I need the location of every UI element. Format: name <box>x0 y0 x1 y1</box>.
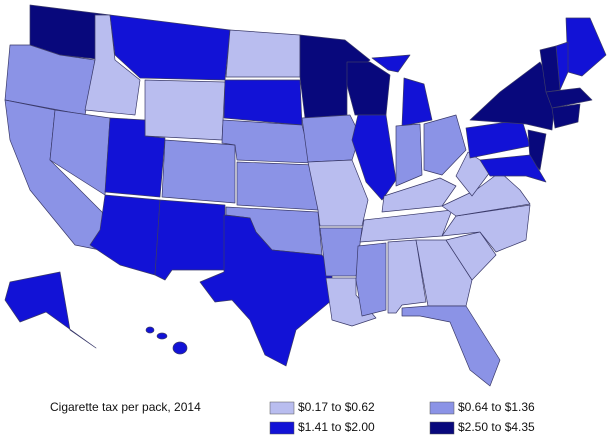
legend-swatch <box>429 401 455 415</box>
state <box>199 214 333 367</box>
state <box>29 4 111 61</box>
state <box>355 242 387 317</box>
state <box>236 161 319 211</box>
state <box>401 305 501 387</box>
state <box>395 123 423 187</box>
state <box>225 29 301 78</box>
state <box>172 341 188 355</box>
state <box>445 231 497 281</box>
state <box>381 177 457 213</box>
state <box>371 54 411 73</box>
legend-swatch <box>269 401 295 415</box>
state <box>359 209 453 243</box>
state <box>154 199 226 281</box>
state <box>319 227 363 277</box>
legend-label: $0.64 to $1.36 <box>458 400 535 414</box>
state <box>423 114 467 176</box>
legend-swatch <box>429 421 455 435</box>
state <box>145 326 155 334</box>
legend-swatch <box>269 421 295 435</box>
state <box>545 87 593 109</box>
state <box>465 119 531 159</box>
state <box>299 34 371 119</box>
state <box>307 159 369 227</box>
state <box>565 17 607 77</box>
state <box>104 117 166 198</box>
state <box>4 271 97 349</box>
state <box>221 119 313 164</box>
state <box>346 61 391 116</box>
state <box>551 103 581 129</box>
state-map <box>4 4 607 387</box>
state <box>223 79 303 126</box>
state <box>479 154 547 183</box>
state <box>161 139 236 204</box>
legend-label: $1.41 to $2.00 <box>298 420 375 434</box>
legend-title: Cigarette tax per pack, 2014 <box>50 400 201 414</box>
state <box>301 114 361 163</box>
state <box>156 332 168 340</box>
state <box>401 77 433 127</box>
legend-label: $2.50 to $4.35 <box>458 420 535 434</box>
state <box>539 45 561 93</box>
state <box>109 14 231 81</box>
legend-label: $0.17 to $0.62 <box>298 400 375 414</box>
state <box>89 194 161 276</box>
state <box>415 239 473 307</box>
state <box>144 79 226 141</box>
state <box>351 114 397 201</box>
